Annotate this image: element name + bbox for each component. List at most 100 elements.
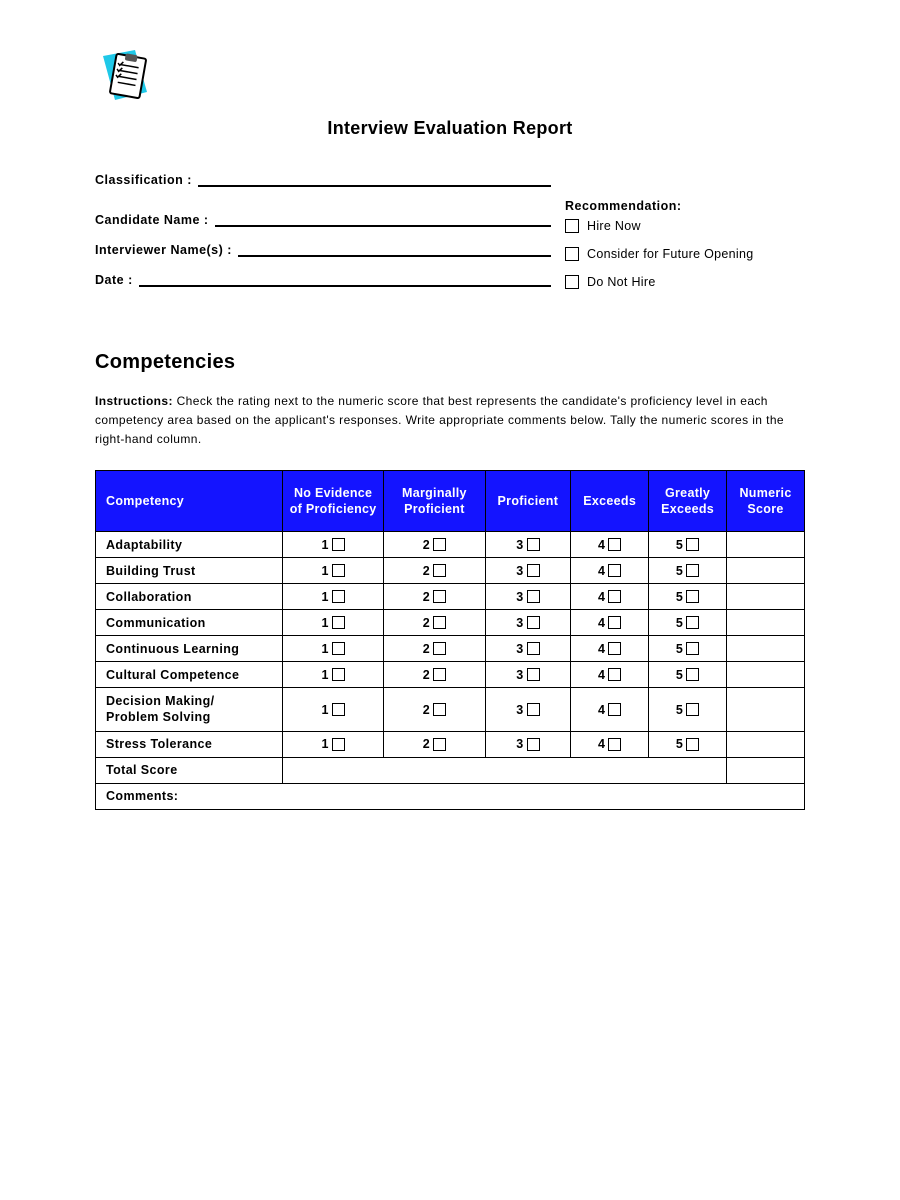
numeric-score-cell[interactable] bbox=[727, 610, 805, 636]
rating-cell[interactable]: 4 bbox=[571, 584, 649, 610]
checkbox-icon[interactable] bbox=[433, 668, 446, 681]
checkbox-icon[interactable] bbox=[332, 538, 345, 551]
recommendation-option-do-not-hire[interactable]: Do Not Hire bbox=[565, 275, 805, 289]
checkbox-icon[interactable] bbox=[527, 538, 540, 551]
interviewer-name-input-line[interactable] bbox=[238, 239, 551, 257]
candidate-name-input-line[interactable] bbox=[215, 209, 551, 227]
rating-cell[interactable]: 5 bbox=[649, 558, 727, 584]
checkbox-icon[interactable] bbox=[686, 616, 699, 629]
checkbox-icon[interactable] bbox=[608, 590, 621, 603]
rating-cell[interactable]: 1 bbox=[283, 610, 384, 636]
rating-cell[interactable]: 3 bbox=[485, 662, 571, 688]
checkbox-icon[interactable] bbox=[433, 590, 446, 603]
checkbox-icon[interactable] bbox=[527, 590, 540, 603]
rating-cell[interactable]: 1 bbox=[283, 558, 384, 584]
rating-cell[interactable]: 1 bbox=[283, 636, 384, 662]
rating-cell[interactable]: 4 bbox=[571, 610, 649, 636]
numeric-score-cell[interactable] bbox=[727, 558, 805, 584]
checkbox-icon[interactable] bbox=[433, 738, 446, 751]
recommendation-option-future[interactable]: Consider for Future Opening bbox=[565, 247, 805, 261]
classification-input-line[interactable] bbox=[198, 169, 551, 187]
numeric-score-cell[interactable] bbox=[727, 532, 805, 558]
checkbox-icon[interactable] bbox=[332, 590, 345, 603]
rating-cell[interactable]: 1 bbox=[283, 731, 384, 757]
rating-cell[interactable]: 4 bbox=[571, 532, 649, 558]
numeric-score-cell[interactable] bbox=[727, 636, 805, 662]
rating-cell[interactable]: 2 bbox=[384, 662, 485, 688]
checkbox-icon[interactable] bbox=[332, 564, 345, 577]
rating-cell[interactable]: 3 bbox=[485, 731, 571, 757]
checkbox-icon[interactable] bbox=[608, 703, 621, 716]
checkbox-icon[interactable] bbox=[565, 275, 579, 289]
rating-cell[interactable]: 2 bbox=[384, 636, 485, 662]
checkbox-icon[interactable] bbox=[686, 642, 699, 655]
comments-cell[interactable]: Comments: bbox=[96, 783, 805, 809]
checkbox-icon[interactable] bbox=[686, 738, 699, 751]
checkbox-icon[interactable] bbox=[686, 590, 699, 603]
checkbox-icon[interactable] bbox=[433, 642, 446, 655]
rating-cell[interactable]: 1 bbox=[283, 662, 384, 688]
rating-cell[interactable]: 5 bbox=[649, 532, 727, 558]
checkbox-icon[interactable] bbox=[608, 738, 621, 751]
rating-cell[interactable]: 2 bbox=[384, 688, 485, 732]
rating-cell[interactable]: 1 bbox=[283, 688, 384, 732]
checkbox-icon[interactable] bbox=[433, 703, 446, 716]
checkbox-icon[interactable] bbox=[565, 247, 579, 261]
rating-cell[interactable]: 2 bbox=[384, 610, 485, 636]
checkbox-icon[interactable] bbox=[332, 738, 345, 751]
rating-cell[interactable]: 2 bbox=[384, 532, 485, 558]
checkbox-icon[interactable] bbox=[565, 219, 579, 233]
rating-cell[interactable]: 4 bbox=[571, 688, 649, 732]
rating-cell[interactable]: 1 bbox=[283, 532, 384, 558]
rating-cell[interactable]: 4 bbox=[571, 731, 649, 757]
rating-cell[interactable]: 2 bbox=[384, 584, 485, 610]
checkbox-icon[interactable] bbox=[332, 668, 345, 681]
rating-cell[interactable]: 4 bbox=[571, 636, 649, 662]
checkbox-icon[interactable] bbox=[608, 564, 621, 577]
checkbox-icon[interactable] bbox=[686, 703, 699, 716]
rating-cell[interactable]: 5 bbox=[649, 636, 727, 662]
checkbox-icon[interactable] bbox=[433, 616, 446, 629]
rating-cell[interactable]: 5 bbox=[649, 584, 727, 610]
numeric-score-cell[interactable] bbox=[727, 584, 805, 610]
date-input-line[interactable] bbox=[139, 269, 551, 287]
checkbox-icon[interactable] bbox=[608, 616, 621, 629]
checkbox-icon[interactable] bbox=[608, 668, 621, 681]
checkbox-icon[interactable] bbox=[527, 668, 540, 681]
checkbox-icon[interactable] bbox=[433, 564, 446, 577]
numeric-score-cell[interactable] bbox=[727, 662, 805, 688]
checkbox-icon[interactable] bbox=[332, 616, 345, 629]
checkbox-icon[interactable] bbox=[608, 642, 621, 655]
rating-cell[interactable]: 1 bbox=[283, 584, 384, 610]
total-score-value[interactable] bbox=[727, 757, 805, 783]
checkbox-icon[interactable] bbox=[332, 642, 345, 655]
numeric-score-cell[interactable] bbox=[727, 731, 805, 757]
rating-cell[interactable]: 3 bbox=[485, 688, 571, 732]
rating-cell[interactable]: 3 bbox=[485, 558, 571, 584]
numeric-score-cell[interactable] bbox=[727, 688, 805, 732]
rating-cell[interactable]: 5 bbox=[649, 610, 727, 636]
checkbox-icon[interactable] bbox=[527, 642, 540, 655]
checkbox-icon[interactable] bbox=[433, 538, 446, 551]
checkbox-icon[interactable] bbox=[686, 668, 699, 681]
rating-cell[interactable]: 5 bbox=[649, 662, 727, 688]
checkbox-icon[interactable] bbox=[686, 538, 699, 551]
rating-cell[interactable]: 3 bbox=[485, 532, 571, 558]
checkbox-icon[interactable] bbox=[608, 538, 621, 551]
recommendation-option-hire-now[interactable]: Hire Now bbox=[565, 219, 805, 233]
checkbox-icon[interactable] bbox=[527, 564, 540, 577]
rating-cell[interactable]: 2 bbox=[384, 558, 485, 584]
checkbox-icon[interactable] bbox=[332, 703, 345, 716]
checkbox-icon[interactable] bbox=[527, 616, 540, 629]
rating-cell[interactable]: 4 bbox=[571, 662, 649, 688]
checkbox-icon[interactable] bbox=[527, 738, 540, 751]
rating-cell[interactable]: 2 bbox=[384, 731, 485, 757]
rating-cell[interactable]: 3 bbox=[485, 610, 571, 636]
checkbox-icon[interactable] bbox=[686, 564, 699, 577]
rating-cell[interactable]: 3 bbox=[485, 584, 571, 610]
rating-cell[interactable]: 5 bbox=[649, 731, 727, 757]
rating-cell[interactable]: 3 bbox=[485, 636, 571, 662]
rating-cell[interactable]: 5 bbox=[649, 688, 727, 732]
rating-cell[interactable]: 4 bbox=[571, 558, 649, 584]
checkbox-icon[interactable] bbox=[527, 703, 540, 716]
